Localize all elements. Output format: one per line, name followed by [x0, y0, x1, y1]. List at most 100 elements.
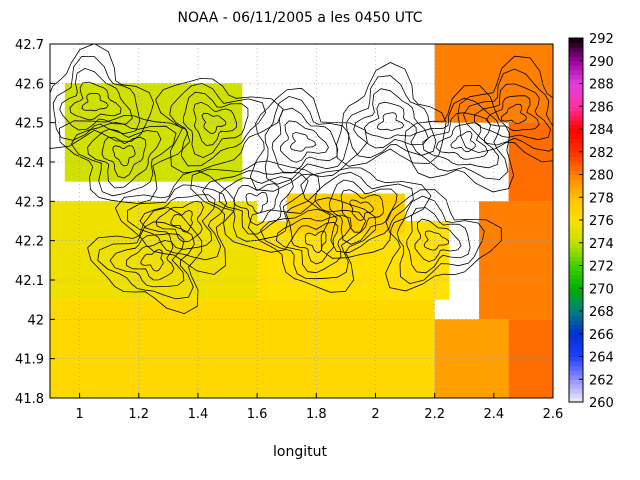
colorbar-ticks: 260 262 264 266 268 270 272 274 276 278 280 282 284 2… [579, 32, 614, 411]
contour-line [70, 121, 177, 197]
colorbar-segment [569, 60, 583, 66]
colorbar-segment [569, 233, 583, 239]
colorbar-segment [569, 188, 583, 194]
contour-line [52, 55, 141, 141]
contour-line [304, 230, 327, 253]
colorbar-segment [569, 215, 583, 221]
colorbar-tick-label: 286 [589, 100, 614, 115]
colorbar-segment [569, 388, 583, 394]
y-tick-label: 42.5 [15, 117, 44, 132]
colorbar-segment [569, 179, 583, 185]
contour-line [271, 107, 339, 174]
contour-line [349, 199, 375, 222]
colorbar-segment [569, 274, 583, 280]
contour-line [410, 97, 509, 180]
contour-line [396, 195, 485, 285]
y-tick-label: 41.8 [15, 392, 44, 407]
colorbar-segment [569, 119, 583, 126]
colorbar-segment [569, 88, 583, 94]
colorbar-segment [569, 265, 583, 271]
colorbar-segment [569, 124, 583, 130]
colorbar-segment [569, 210, 583, 217]
colorbar-segment [569, 169, 583, 176]
colorbar-segment [569, 347, 583, 353]
elevation-contours [50, 44, 553, 315]
contour-line [280, 120, 329, 163]
plot-area [50, 44, 553, 398]
colorbar-segment [569, 192, 583, 198]
colorbar-segment [569, 69, 583, 75]
heatmap-cell [479, 201, 553, 320]
colorbar-segment [569, 133, 583, 139]
y-tick-label: 42.3 [15, 195, 44, 210]
colorbar-tick-label: 292 [589, 32, 614, 47]
colorbar-segment [569, 338, 583, 344]
colorbar-segment [569, 311, 583, 317]
colorbar-segment [569, 220, 583, 226]
colorbar-segment [569, 288, 583, 294]
colorbar-segment [569, 160, 583, 166]
contour-line [291, 221, 339, 265]
colorbar-segment [569, 92, 583, 98]
y-axis: 41.8 41.9 42 42.1 42.2 42.3 42.4 42.5 42.6 42.7 [15, 38, 55, 407]
contour-line [414, 218, 462, 263]
contour-line [97, 221, 195, 300]
colorbar-segment [569, 329, 583, 335]
x-tick-label: 2 [371, 407, 379, 422]
contour-line [127, 184, 228, 261]
contour-line [260, 208, 367, 280]
colorbar-segment [569, 297, 583, 303]
colorbar-segment [569, 129, 583, 135]
colorbar-segment [569, 197, 583, 203]
colorbar-tick-label: 290 [589, 55, 614, 70]
contour-line [193, 101, 237, 146]
colorbar-segment [569, 324, 583, 330]
contour-line [201, 112, 227, 135]
colorbar-tick-label: 280 [589, 169, 614, 184]
colorbar-tick-label: 264 [589, 351, 614, 366]
contour-line [376, 112, 405, 131]
colorbar-segment [569, 315, 583, 321]
colorbar-tick-label: 270 [589, 282, 614, 297]
contour-line [450, 131, 476, 153]
colorbar-tick-label: 284 [589, 123, 614, 138]
colorbar-segment [569, 101, 583, 107]
colorbar-segment [569, 83, 583, 89]
colorbar-segment [569, 106, 583, 112]
colorbar-segment [569, 142, 583, 148]
y-tick-label: 42.1 [15, 274, 44, 289]
colorbar-segment [569, 247, 583, 253]
contour-line [300, 167, 432, 259]
colorbar-segment [569, 174, 583, 180]
colorbar-segment [569, 183, 583, 189]
colorbar-tick-label: 260 [589, 396, 614, 411]
x-axis: 1 1.2 1.4 1.6 1.8 2 2.2 2.4 2.6 [75, 393, 563, 422]
contour-line [264, 95, 350, 185]
contour-line [87, 206, 203, 315]
contour-line [474, 83, 551, 141]
contour-line [169, 82, 267, 167]
y-tick-label: 42.4 [15, 156, 44, 171]
colorbar-segment [569, 320, 583, 326]
contour-line [59, 67, 133, 131]
contour-line [202, 170, 309, 242]
x-tick-label: 1.4 [188, 407, 209, 422]
colorbar-segment [569, 229, 583, 235]
contour-line [87, 128, 162, 189]
contour-line [170, 209, 193, 233]
colorbar-segment [569, 78, 583, 85]
contour-line [422, 112, 500, 169]
colorbar-tick-label: 274 [589, 237, 614, 252]
contour-line [140, 249, 164, 272]
colorbar-segment [569, 392, 583, 399]
colorbar-segment [569, 370, 583, 376]
contour-line [155, 200, 204, 243]
colorbar-segment [569, 251, 583, 257]
contour-line [109, 233, 185, 288]
contour-line [364, 101, 417, 140]
colorbar-segment [569, 110, 583, 116]
colorbar-segment [569, 397, 583, 403]
heatmap-cell [434, 319, 509, 398]
colorbar-segment [569, 224, 583, 230]
